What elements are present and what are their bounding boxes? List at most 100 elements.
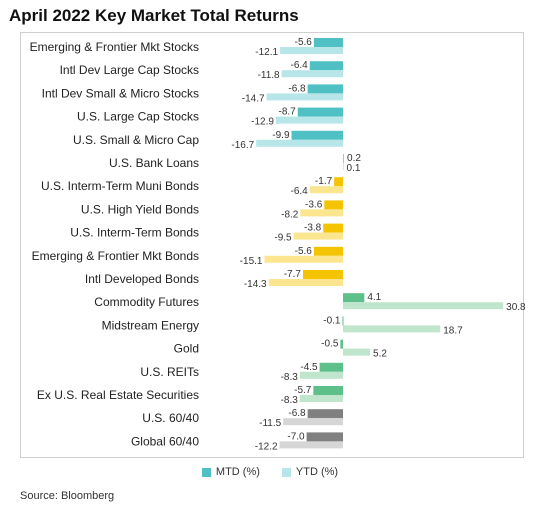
label-mtd-midstream-energy: -0.1: [323, 315, 341, 326]
label-ytd-intl-dev-small-micro-stocks: -14.7: [242, 93, 265, 104]
label-ytd-gold: 5.2: [373, 349, 387, 360]
label-ytd-ex-u-s-real-estate-securities: -8.3: [281, 395, 299, 406]
label-mtd-gold: -0.5: [321, 339, 339, 350]
label-mtd-commodity-futures: 4.1: [367, 292, 381, 303]
bar-ytd-emerging-frontier-mkt-stocks: [280, 47, 343, 54]
label-mtd-u-s-interm-term-muni-bonds: -1.7: [315, 176, 333, 187]
legend-label-mtd: MTD (%): [215, 466, 260, 478]
bar-mtd-commodity-futures: [343, 293, 365, 303]
category-label-global-60-40: Global 60/40: [131, 434, 199, 448]
category-label-emerging-frontier-mkt-bonds: Emerging & Frontier Mkt Bonds: [32, 249, 199, 263]
label-ytd-emerging-frontier-mkt-bonds: -15.1: [240, 256, 263, 267]
legend-item-mtd: MTD (%): [201, 466, 260, 478]
label-mtd-intl-dev-large-cap-stocks: -6.4: [290, 60, 308, 71]
category-label-emerging-frontier-mkt-stocks: Emerging & Frontier Mkt Stocks: [30, 40, 199, 54]
bar-mtd-u-s-high-yield-bonds: [324, 200, 343, 210]
bar-ytd-midstream-energy: [343, 325, 441, 333]
category-label-u-s-60-40: U.S. 60/40: [142, 411, 199, 425]
label-mtd-u-s-interm-term-bonds: -3.8: [304, 223, 322, 234]
label-mtd-intl-developed-bonds: -7.7: [284, 269, 302, 280]
category-label-u-s-small-micro-cap: U.S. Small & Micro Cap: [73, 133, 199, 147]
label-ytd-midstream-energy: 18.7: [443, 325, 463, 336]
bar-ytd-u-s-high-yield-bonds: [300, 209, 343, 217]
label-mtd-u-s-large-cap-stocks: -8.7: [279, 107, 297, 118]
bar-ytd-u-s-bank-loans: [343, 163, 344, 170]
bar-ytd-global-60-40: [279, 441, 343, 449]
bar-mtd-u-s-small-micro-cap: [291, 130, 343, 140]
bar-mtd-u-s-interm-term-bonds: [323, 223, 343, 233]
bar-ytd-intl-dev-large-cap-stocks: [281, 70, 343, 78]
label-mtd-ex-u-s-real-estate-securities: -5.7: [294, 385, 312, 396]
category-label-intl-dev-small-micro-stocks: Intl Dev Small & Micro Stocks: [42, 86, 199, 100]
label-ytd-u-s-interm-term-bonds: -9.5: [274, 233, 292, 244]
chart-title: April 2022 Key Market Total Returns: [9, 6, 299, 25]
bar-ytd-intl-dev-small-micro-stocks: [266, 93, 343, 101]
bar-mtd-emerging-frontier-mkt-stocks: [313, 38, 343, 47]
bar-ytd-u-s-reits: [299, 371, 343, 379]
label-ytd-u-s-high-yield-bonds: -8.2: [281, 209, 299, 220]
bar-mtd-u-s-bank-loans: [343, 154, 345, 163]
category-label-commodity-futures: Commodity Futures: [94, 295, 199, 309]
bar-mtd-intl-developed-bonds: [302, 270, 343, 279]
bar-mtd-intl-dev-large-cap-stocks: [309, 61, 343, 71]
bar-ytd-u-s-large-cap-stocks: [275, 116, 343, 124]
legend-item-ytd: YTD (%): [281, 466, 339, 478]
label-ytd-u-s-bank-loans: 0.1: [347, 163, 361, 174]
bar-mtd-global-60-40: [306, 432, 343, 442]
category-label-intl-dev-large-cap-stocks: Intl Dev Large Cap Stocks: [60, 63, 199, 77]
bar-ytd-u-s-60-40: [283, 418, 343, 426]
category-label-u-s-high-yield-bonds: U.S. High Yield Bonds: [81, 202, 199, 216]
label-ytd-commodity-futures: 30.8: [506, 302, 526, 313]
category-label-u-s-interm-term-muni-bonds: U.S. Interm-Term Muni Bonds: [41, 179, 199, 193]
category-label-u-s-large-cap-stocks: U.S. Large Cap Stocks: [77, 110, 199, 124]
category-label-u-s-interm-term-bonds: U.S. Interm-Term Bonds: [70, 226, 199, 240]
label-ytd-u-s-interm-term-muni-bonds: -6.4: [290, 186, 308, 197]
bar-ytd-u-s-interm-term-bonds: [293, 232, 343, 240]
label-ytd-emerging-frontier-mkt-stocks: -12.1: [255, 47, 278, 58]
bar-mtd-u-s-interm-term-muni-bonds: [334, 177, 343, 187]
bar-ytd-gold: [343, 348, 371, 356]
bar-ytd-u-s-interm-term-muni-bonds: [309, 186, 343, 194]
chart-frame: [20, 32, 524, 458]
legend: MTD (%) YTD (%): [0, 466, 540, 478]
label-ytd-global-60-40: -12.2: [255, 441, 278, 452]
bar-ytd-ex-u-s-real-estate-securities: [299, 395, 343, 402]
bar-ytd-commodity-futures: [343, 302, 504, 310]
legend-swatch-mtd: [201, 467, 211, 477]
category-label-gold: Gold: [174, 342, 199, 356]
label-mtd-emerging-frontier-mkt-stocks: -5.6: [295, 37, 313, 48]
label-mtd-u-s-60-40: -6.8: [288, 408, 306, 419]
bar-ytd-emerging-frontier-mkt-bonds: [264, 255, 343, 263]
label-mtd-u-s-high-yield-bonds: -3.6: [305, 199, 323, 210]
bar-mtd-u-s-60-40: [307, 409, 343, 419]
label-mtd-u-s-bank-loans: 0.2: [347, 153, 361, 164]
legend-label-ytd: YTD (%): [295, 466, 339, 478]
bar-mtd-ex-u-s-real-estate-securities: [313, 386, 343, 395]
label-ytd-u-s-large-cap-stocks: -12.9: [251, 117, 274, 128]
label-mtd-emerging-frontier-mkt-bonds: -5.6: [295, 246, 313, 257]
category-label-intl-developed-bonds: Intl Developed Bonds: [85, 272, 199, 286]
bar-mtd-intl-dev-small-micro-stocks: [307, 84, 343, 94]
label-mtd-u-s-reits: -4.5: [300, 362, 318, 373]
bar-mtd-emerging-frontier-mkt-bonds: [313, 246, 343, 256]
source-note: Source: Bloomberg: [20, 490, 115, 502]
category-label-u-s-bank-loans: U.S. Bank Loans: [109, 156, 199, 170]
bar-ytd-u-s-small-micro-cap: [256, 139, 343, 147]
label-ytd-intl-dev-large-cap-stocks: -11.8: [258, 70, 280, 81]
category-label-u-s-reits: U.S. REITs: [140, 365, 199, 379]
bar-ytd-intl-developed-bonds: [268, 279, 343, 286]
bar-mtd-u-s-large-cap-stocks: [297, 107, 343, 117]
bar-mtd-midstream-energy: [342, 316, 344, 326]
category-label-midstream-energy: Midstream Energy: [102, 318, 199, 332]
legend-swatch-ytd: [281, 467, 291, 477]
label-mtd-global-60-40: -7.0: [287, 431, 305, 442]
label-mtd-intl-dev-small-micro-stocks: -6.8: [288, 83, 306, 94]
bar-mtd-gold: [340, 339, 343, 349]
label-ytd-u-s-reits: -8.3: [281, 372, 299, 383]
label-ytd-u-s-small-micro-cap: -16.7: [231, 140, 254, 151]
label-ytd-u-s-60-40: -11.5: [259, 418, 281, 429]
bar-mtd-u-s-reits: [319, 362, 343, 372]
category-label-ex-u-s-real-estate-securities: Ex U.S. Real Estate Securities: [37, 388, 199, 402]
label-ytd-intl-developed-bonds: -14.3: [244, 279, 267, 290]
